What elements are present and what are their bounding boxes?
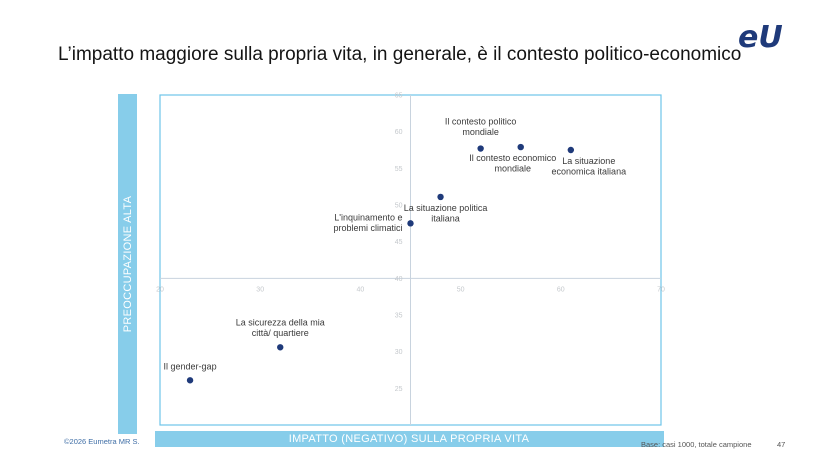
- base-note: Base: casi 1000, totale campione: [641, 440, 752, 449]
- point-label-line: Il contesto politico: [445, 117, 517, 127]
- y-tick-label: 30: [395, 349, 403, 356]
- y-tick-label: 40: [395, 276, 403, 283]
- data-point: [567, 146, 575, 154]
- point-label: Il gender-gap: [164, 361, 217, 371]
- point-label-line: mondiale: [494, 164, 531, 174]
- point-label: L'inquinamento e problemi climatici: [333, 212, 402, 233]
- y-tick-label: 65: [395, 93, 403, 100]
- point-label-line: La situazione politica: [404, 203, 488, 213]
- data-point: [517, 143, 524, 151]
- point-label-line: città/ quartiere: [252, 328, 309, 338]
- y-tick-label: 35: [395, 313, 403, 320]
- data-point: [437, 193, 444, 201]
- eu-logo-icon: eU: [738, 20, 783, 54]
- point-label-line: italiana: [431, 213, 460, 223]
- data-point: [277, 344, 284, 351]
- x-axis-label: IMPATTO (NEGATIVO) SULLA PROPRIA VITA: [288, 433, 530, 445]
- point-label-line: mondiale: [462, 127, 499, 137]
- y-tick-label: 55: [395, 166, 403, 173]
- x-tick-label: 40: [357, 286, 365, 293]
- data-point: [186, 377, 194, 384]
- slide-title: L’impatto maggiore sulla propria vita, i…: [58, 44, 742, 65]
- point-label: Il contesto politico mondiale: [445, 117, 517, 137]
- point-label-line: La situazione: [562, 156, 615, 166]
- data-point: [407, 220, 414, 227]
- point-label: Il contesto economico mondiale: [469, 153, 556, 174]
- point-label-line: Il contesto economico: [469, 153, 556, 163]
- data-point: [477, 145, 484, 152]
- point-label-line: problemi climatici: [333, 223, 402, 233]
- point-label-line: economica italiana: [552, 167, 627, 177]
- point-label: La situazione economica italiana: [552, 156, 627, 177]
- logo-text: eU: [738, 20, 783, 54]
- point-label-line: Il gender-gap: [164, 361, 217, 371]
- x-axis-band: [155, 431, 664, 447]
- x-tick-label: 70: [657, 286, 665, 293]
- y-tick-label: 25: [395, 386, 403, 393]
- x-tick-label: 60: [557, 286, 565, 293]
- x-tick-label: 20: [156, 286, 164, 293]
- x-tick-label: 50: [457, 286, 465, 293]
- y-tick-label: 45: [395, 239, 403, 246]
- y-axis-band: [118, 94, 137, 434]
- point-label-line: La sicurezza della mia: [236, 317, 325, 327]
- point-label-line: L'inquinamento e: [334, 212, 402, 222]
- page-number: 47: [777, 440, 786, 449]
- y-tick-label: 60: [395, 129, 403, 136]
- point-label: La sicurezza della mia città/ quartiere: [236, 317, 325, 338]
- y-tick-label: 50: [395, 203, 403, 210]
- point-label: La situazione politica italiana: [404, 203, 488, 224]
- x-tick-label: 30: [256, 286, 264, 293]
- copyright: ©2026 Eumetra MR S.: [64, 437, 140, 446]
